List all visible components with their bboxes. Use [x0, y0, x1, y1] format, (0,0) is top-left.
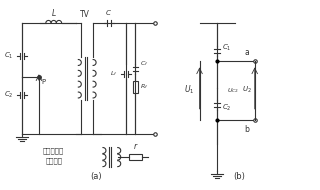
Text: $R_f$: $R_f$	[140, 82, 149, 91]
Text: $U_{C2}$: $U_{C2}$	[227, 86, 239, 94]
Text: 接载波装置: 接载波装置	[43, 148, 64, 154]
Text: P: P	[41, 79, 45, 85]
Text: (b): (b)	[233, 172, 245, 181]
Text: $C_1$: $C_1$	[222, 43, 232, 53]
Text: b: b	[244, 125, 249, 134]
Bar	[129, 154, 142, 160]
Text: 高频通道: 高频通道	[45, 158, 62, 164]
Text: $C$: $C$	[106, 8, 112, 17]
Text: $L$: $L$	[51, 7, 57, 18]
Text: $U_2$: $U_2$	[242, 85, 252, 95]
Text: $U_1$: $U_1$	[184, 84, 195, 96]
Text: (a): (a)	[90, 172, 102, 181]
Text: $L_f$: $L_f$	[110, 69, 118, 78]
Text: $C_2$: $C_2$	[4, 90, 13, 100]
Text: $C_1$: $C_1$	[4, 51, 13, 61]
Bar	[132, 81, 139, 93]
Text: TV: TV	[80, 10, 90, 19]
Text: $C_2$: $C_2$	[222, 103, 232, 113]
Text: $r$: $r$	[133, 141, 138, 151]
Text: $C_f$: $C_f$	[140, 59, 149, 68]
Text: a: a	[244, 48, 249, 57]
